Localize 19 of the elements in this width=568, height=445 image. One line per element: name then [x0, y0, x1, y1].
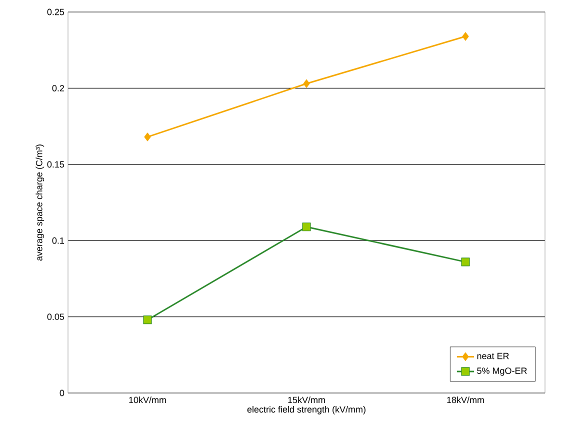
point	[144, 132, 151, 142]
y-axis-title: average space charge (C/m³)	[36, 144, 44, 261]
point	[462, 32, 469, 41]
x-tick-label: 10kV/mm	[129, 396, 166, 404]
y-tick-label: 0.2	[52, 85, 64, 92]
y-tick-label: 0.15	[47, 161, 64, 168]
y-tick-label: 0	[60, 390, 64, 396]
x-tick-label: 18kV/mm	[447, 396, 484, 404]
x-axis-title: electric field strength (kV/mm)	[247, 406, 366, 414]
point	[302, 222, 311, 232]
point	[143, 316, 152, 324]
point	[303, 79, 310, 88]
point	[461, 258, 470, 266]
y-tick-label: 0.05	[47, 314, 64, 320]
x-tick-label: 15kV/mm	[288, 396, 325, 404]
y-tick-label: 0.25	[47, 8, 64, 16]
legend-label: 5% MgO-ER	[477, 368, 527, 376]
y-tick-label: 0.1	[52, 237, 64, 244]
legend-label: neat ER	[477, 352, 509, 360]
